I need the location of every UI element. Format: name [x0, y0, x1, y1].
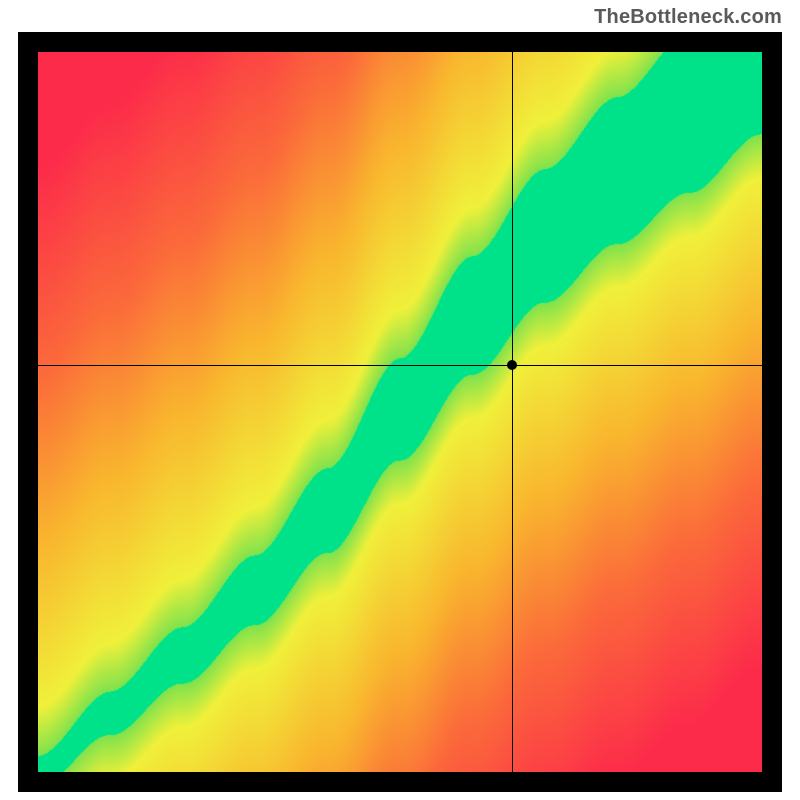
data-point-marker [507, 360, 517, 370]
heatmap-plot [38, 52, 762, 772]
crosshair-vertical [512, 52, 513, 772]
watermark-text: TheBottleneck.com [594, 6, 782, 29]
crosshair-horizontal [38, 365, 762, 366]
heatmap-canvas [38, 52, 762, 772]
chart-frame [18, 32, 782, 792]
